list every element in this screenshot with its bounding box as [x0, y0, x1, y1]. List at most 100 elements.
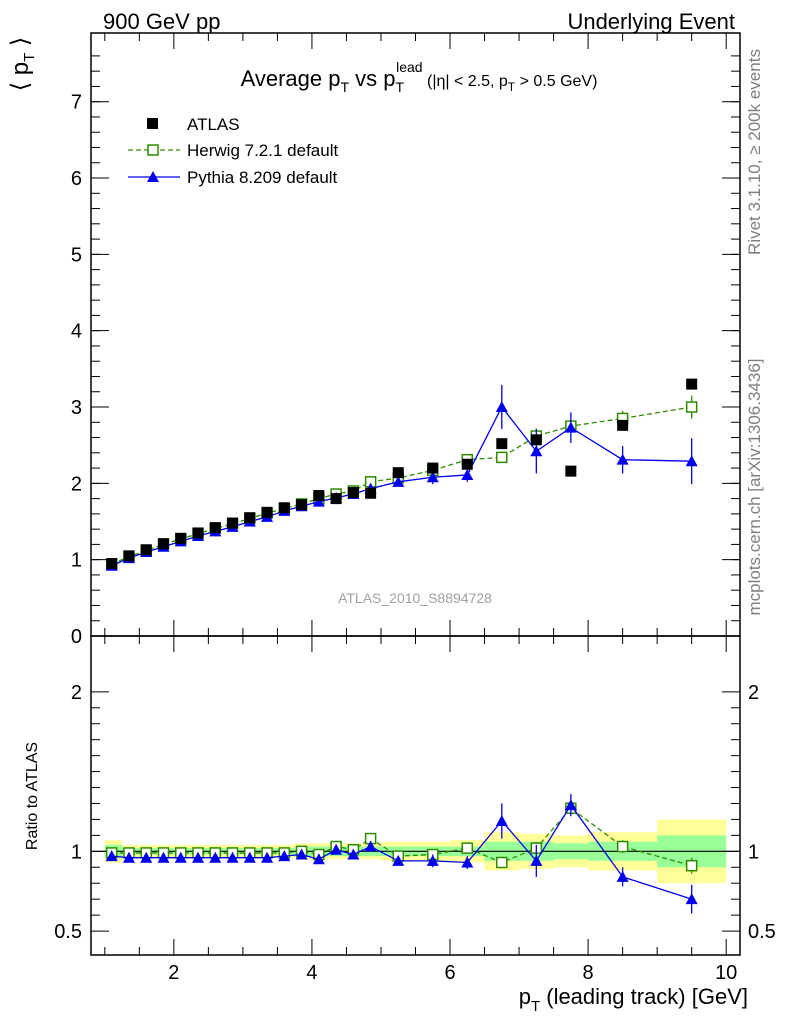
pythia-point	[685, 455, 698, 467]
atlas-point	[192, 527, 204, 539]
title-cuts-sub: T	[508, 80, 516, 94]
atlas-point	[209, 522, 221, 534]
main-title: Average pT vs pTlead (|η| < 2.5, pT > 0.…	[241, 59, 598, 95]
atlas-point	[347, 487, 359, 499]
atlas-point	[123, 550, 135, 562]
legend-label-atlas: ATLAS	[187, 115, 240, 134]
ratio-data-layer	[105, 793, 698, 914]
pythia-point	[564, 421, 577, 433]
atlas-point	[617, 419, 629, 431]
atlas-point	[461, 458, 473, 470]
ratio-frame	[90, 635, 741, 956]
pythia-ratio-point	[140, 851, 153, 863]
main-ytick-label: 2	[71, 473, 82, 495]
pythia-ratio-point	[616, 870, 629, 882]
title-lead-sub: T	[396, 79, 405, 95]
xlabel-rest: (leading track) [GeV]	[540, 984, 748, 1009]
pythia-ratio-point	[243, 851, 256, 863]
atlas-point	[313, 490, 325, 502]
ratio-ytick-label: 2	[71, 682, 82, 704]
pythia-ratio-point	[330, 843, 343, 855]
herwig-ratio-point	[496, 856, 508, 869]
pythia-ratio-point	[122, 851, 135, 863]
herwig-line	[111, 406, 692, 565]
ratio-ytick-label: 0.5	[54, 921, 82, 943]
pythia-ratio-point	[174, 851, 187, 863]
pythia-ratio-point	[564, 799, 577, 811]
mcplots-label: mcplots.cern.ch [arXiv:1306.3436]	[745, 358, 764, 615]
x-axis-label: pT (leading track) [GeV]	[519, 984, 748, 1015]
main-ytick-label: 4	[71, 321, 82, 343]
main-ylabel: ⟨ pT ⟩	[7, 37, 38, 92]
title-main-sub: T	[340, 79, 349, 95]
herwig-point	[685, 401, 698, 413]
ratio-ytick-label-right: 0.5	[748, 921, 776, 943]
main-ytick-label: 7	[71, 92, 82, 114]
main-ytick-label: 3	[71, 397, 82, 419]
pythia-ratio-point	[685, 893, 698, 905]
pythia-ratio-point	[426, 854, 439, 866]
pythia-point	[616, 453, 629, 465]
main-data-layer	[105, 378, 698, 571]
pythia-ratio-point	[461, 856, 474, 868]
pythia-point	[461, 468, 474, 480]
main-axes: 0 1 2 3 4 5 6 7	[71, 32, 741, 648]
pythia-point	[495, 401, 508, 413]
main-ytick-label: 5	[71, 244, 82, 266]
pythia-ratio-point	[295, 848, 308, 860]
atlas-point	[565, 465, 577, 477]
pythia-ratio-point	[392, 854, 405, 866]
herwig-point	[496, 451, 508, 464]
header-left: 900 GeV pp	[103, 9, 220, 34]
atlas-point	[365, 487, 377, 499]
atlas-point	[392, 467, 404, 479]
atlas-point	[530, 434, 542, 446]
main-ylabel-sub: T	[21, 53, 38, 62]
ratio-axes: 0.5 0.5 1 1 2 2 2 4 6 8 10	[54, 635, 776, 984]
atlas-point	[496, 438, 508, 450]
xtick-label: 8	[583, 962, 594, 984]
pythia-ratio-point	[105, 850, 118, 862]
title-mid: vs p	[349, 66, 395, 91]
main-ylabel-close: ⟩	[7, 37, 34, 53]
legend-label-herwig: Herwig 7.2.1 default	[187, 141, 338, 160]
pythia-ratio-point	[347, 848, 360, 860]
atlas-point	[330, 493, 342, 505]
ratio-ytick-label-right: 1	[748, 841, 759, 863]
main-ylabel-open: ⟨ p	[7, 62, 34, 91]
title-lead-sup: lead	[396, 59, 422, 75]
xtick-label: 10	[715, 962, 737, 984]
xtick-label: 4	[306, 962, 317, 984]
pythia-ratio-point	[209, 851, 222, 863]
atlas-point	[140, 544, 152, 556]
title-cuts-b: > 0.5 GeV)	[515, 73, 597, 90]
pythia-point	[312, 495, 325, 507]
ratio-ytick-label: 1	[71, 841, 82, 863]
pythia-point	[392, 475, 405, 487]
pythia-ratio-point	[530, 854, 543, 866]
ratio-ylabel: Ratio to ATLAS	[24, 742, 41, 850]
xlabel-sub: T	[531, 998, 540, 1015]
xtick-label: 6	[444, 962, 455, 984]
pythia-ratio-point	[261, 851, 274, 863]
herwig-ratio-point	[685, 859, 698, 872]
xtick-label: 2	[168, 962, 179, 984]
atlas-point	[244, 512, 256, 524]
pythia-ratio-point	[192, 851, 205, 863]
atlas-point	[427, 462, 439, 474]
atlas-point	[106, 557, 118, 569]
legend: ATLAS Herwig 7.2.1 default Pythia 8.209 …	[128, 115, 338, 187]
title-cuts-a: (|η| < 2.5, p	[423, 73, 508, 90]
atlas-point	[175, 532, 187, 544]
atlas-point	[157, 538, 169, 550]
header-right: Underlying Event	[567, 9, 735, 34]
legend-marker-herwig	[147, 144, 159, 156]
xlabel-p: p	[519, 984, 531, 1009]
atlas-point	[296, 499, 308, 511]
ratio-ytick-label-right: 2	[748, 682, 759, 704]
legend-label-pythia: Pythia 8.209 default	[187, 168, 338, 187]
pythia-ratio-point	[157, 851, 170, 863]
legend-marker-atlas	[147, 118, 158, 129]
legend-marker-pythia	[147, 171, 159, 182]
